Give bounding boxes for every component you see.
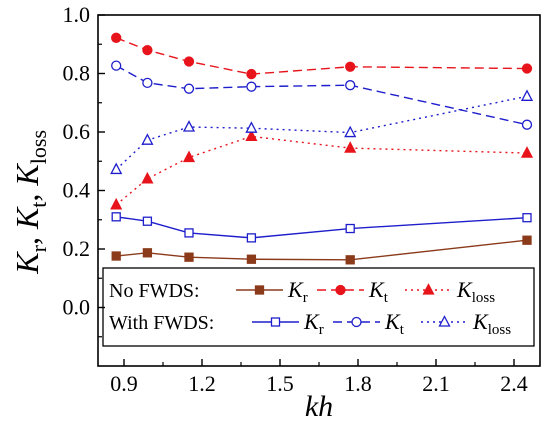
x-axis-label: kh (305, 390, 333, 423)
data-point (246, 254, 257, 264)
data-point (141, 171, 154, 184)
data-point (110, 197, 123, 210)
series-line (115, 135, 528, 206)
series-with-fwds-kr (111, 212, 532, 243)
data-point (111, 32, 122, 43)
data-point (345, 255, 355, 265)
series-layer (110, 32, 534, 265)
data-point (245, 129, 258, 142)
x-tick-label: 1.2 (188, 371, 216, 396)
y-tick-label: 0.6 (63, 119, 91, 144)
data-point (183, 56, 195, 67)
data-point (345, 61, 356, 72)
x-tick-label: 1.8 (344, 371, 372, 396)
data-point (246, 233, 257, 243)
y-tick-label: 0.0 (63, 295, 91, 320)
y-tick-label: 0.8 (63, 61, 91, 86)
series-no-fwds-kloss (110, 129, 534, 210)
legend-marker (422, 283, 435, 295)
legend-marker (351, 316, 362, 328)
series-line (115, 95, 528, 170)
data-point (345, 80, 356, 91)
legend-marker (438, 315, 451, 327)
x-tick-label: 2.4 (500, 371, 528, 396)
data-point (182, 150, 196, 163)
legend-marker (254, 285, 265, 295)
legend-entry-label: Kr (303, 309, 324, 338)
data-point (520, 146, 534, 158)
data-point (142, 44, 153, 56)
series-with-fwds-kt (111, 60, 533, 130)
legend-entry-label: Kloss (456, 277, 495, 306)
data-point (345, 223, 355, 234)
data-point (141, 133, 154, 145)
data-point (344, 125, 357, 138)
data-point (246, 68, 257, 80)
legend-group-label: No FWDS: (109, 280, 200, 302)
data-point (184, 228, 194, 238)
data-point (142, 216, 153, 226)
data-point (183, 83, 195, 94)
series-line (116, 239, 528, 261)
x-tick-label: 0.9 (110, 371, 138, 396)
data-point (142, 248, 153, 258)
y-tick-label: 0.2 (63, 236, 91, 261)
data-point (182, 120, 196, 132)
data-point (520, 89, 534, 101)
data-point (111, 251, 121, 261)
series-line (116, 216, 528, 239)
data-point (184, 252, 194, 262)
series-line (115, 37, 528, 75)
series-no-fwds-kt (111, 32, 533, 80)
legend: No FWDS: Kr Kt Kloss With FWDS: Kr Kt Kloss (102, 267, 535, 347)
data-point (521, 119, 533, 130)
data-point (521, 63, 533, 74)
data-point (344, 141, 357, 153)
series-with-fwds-kloss (110, 89, 534, 175)
axes: 0.9 1.2 1.5 1.8 2.1 2.4 0.0 0.2 0.4 0.6 0.8 1.0 kh Kr… (9, 2, 541, 423)
legend-marker (270, 317, 281, 327)
data-point (142, 77, 153, 89)
data-point (246, 81, 257, 92)
legend-entry-label: Kt (384, 309, 405, 338)
legend-marker (335, 284, 346, 296)
y-tick-label: 1.0 (63, 2, 91, 27)
x-tick-label: 2.1 (422, 371, 450, 396)
legend-entry-label: Kr (287, 277, 308, 306)
series-line (115, 64, 528, 126)
y-tick-label: 0.4 (63, 178, 91, 203)
legend-group-label: With FWDS: (109, 312, 214, 334)
data-point (111, 60, 122, 71)
data-point (245, 121, 258, 133)
y-axis-label: Kr, Kt, Kloss (9, 127, 51, 274)
data-point (110, 162, 123, 175)
legend-entry-label: Kloss (472, 309, 511, 338)
x-tick-label: 1.5 (266, 371, 294, 396)
data-point (522, 213, 532, 223)
series-no-fwds-kr (111, 235, 532, 265)
legend-entry-label: Kt (368, 277, 389, 306)
data-point (522, 235, 532, 245)
data-point (111, 212, 121, 222)
